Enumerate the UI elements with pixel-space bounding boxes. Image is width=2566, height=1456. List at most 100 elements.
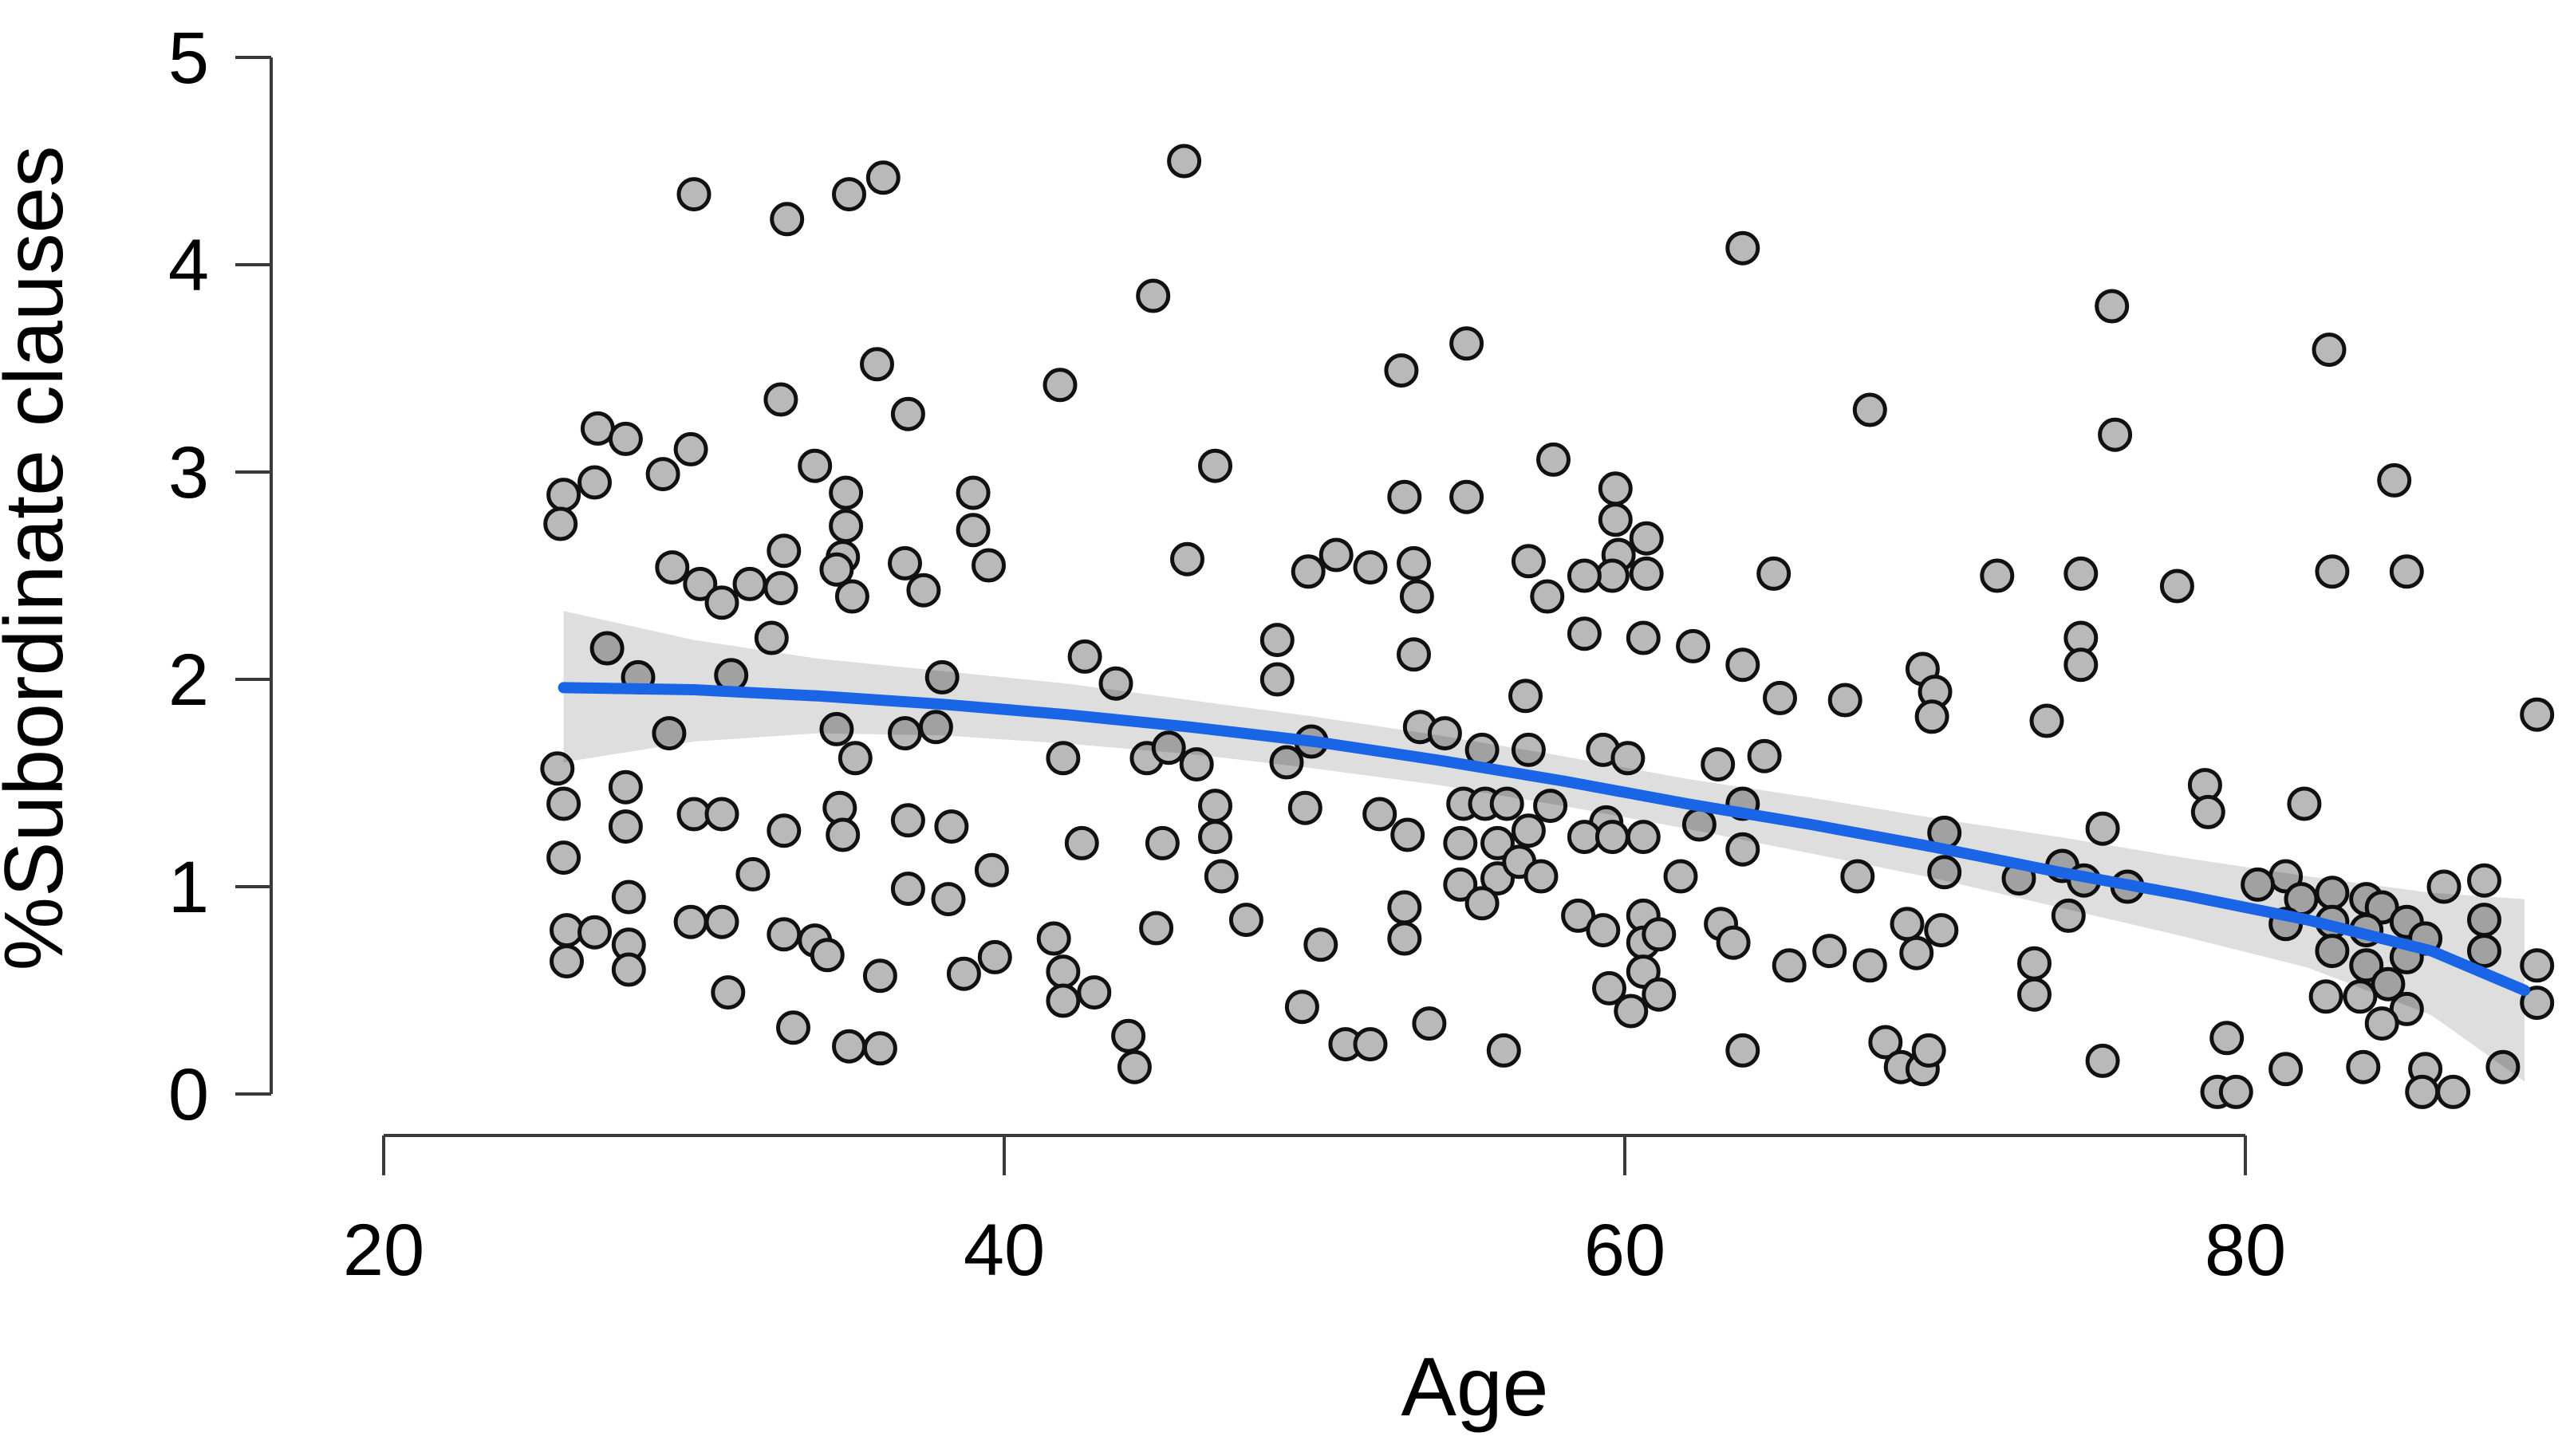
data-point bbox=[1449, 479, 1484, 514]
data-point bbox=[1747, 738, 1782, 773]
data-point bbox=[946, 956, 981, 991]
data-point bbox=[890, 396, 925, 431]
data-point bbox=[1772, 948, 1807, 983]
data-point bbox=[655, 550, 690, 585]
data-point bbox=[1387, 921, 1422, 956]
data-point bbox=[1228, 903, 1263, 938]
data-point bbox=[2159, 569, 2194, 604]
data-point bbox=[1284, 990, 1319, 1025]
y-tick-label: 2 bbox=[168, 639, 209, 721]
data-point bbox=[819, 552, 854, 587]
data-point bbox=[1151, 730, 1186, 765]
data-point bbox=[934, 809, 969, 844]
data-point bbox=[577, 465, 612, 500]
data-point bbox=[704, 585, 739, 620]
data-point bbox=[1594, 558, 1630, 593]
data-point bbox=[1318, 537, 1354, 573]
data-point bbox=[1567, 558, 1602, 593]
x-tick-label: 80 bbox=[2205, 1210, 2286, 1291]
data-point bbox=[2029, 703, 2064, 738]
data-point bbox=[1046, 954, 1081, 990]
data-point bbox=[2190, 794, 2225, 829]
data-point bbox=[1868, 1025, 1903, 1060]
data-point bbox=[1511, 813, 1546, 848]
data-point bbox=[1291, 554, 1326, 589]
data-point bbox=[1610, 741, 1646, 776]
data-point bbox=[1756, 556, 1791, 591]
data-point bbox=[1725, 647, 1760, 683]
data-point bbox=[838, 741, 873, 776]
data-point bbox=[1303, 927, 1338, 962]
data-point bbox=[1642, 977, 1677, 1012]
data-point bbox=[1523, 859, 1559, 894]
data-point bbox=[767, 813, 802, 848]
data-point bbox=[1663, 859, 1698, 894]
data-point bbox=[546, 478, 581, 513]
data-point bbox=[608, 769, 643, 805]
data-point bbox=[763, 571, 798, 606]
data-point bbox=[2063, 556, 2099, 591]
data-point bbox=[1914, 699, 1949, 734]
data-point bbox=[1716, 925, 1751, 960]
data-point bbox=[956, 475, 991, 510]
data-point bbox=[711, 975, 746, 1010]
data-point bbox=[1427, 716, 1462, 751]
data-point bbox=[862, 958, 897, 994]
data-point bbox=[735, 856, 771, 891]
data-point bbox=[977, 939, 1012, 974]
data-point bbox=[2520, 986, 2555, 1021]
data-point bbox=[1827, 683, 1862, 718]
data-point bbox=[673, 904, 708, 939]
data-point bbox=[1536, 442, 1571, 477]
data-point bbox=[865, 160, 901, 195]
data-point bbox=[1533, 789, 1568, 824]
data-point bbox=[2268, 1052, 2304, 1087]
data-point bbox=[862, 1031, 897, 1066]
y-tick-label: 3 bbox=[168, 432, 209, 514]
data-point bbox=[1387, 890, 1422, 925]
data-point bbox=[2467, 934, 2501, 969]
data-point bbox=[2364, 890, 2399, 925]
data-point bbox=[546, 786, 581, 821]
data-point bbox=[2241, 867, 2276, 902]
data-point bbox=[589, 631, 625, 666]
data-point bbox=[2364, 1006, 2399, 1041]
data-point bbox=[1167, 144, 1202, 179]
data-point bbox=[974, 852, 1009, 887]
data-point bbox=[2051, 898, 2086, 933]
data-point bbox=[2218, 1074, 2253, 1109]
data-point bbox=[1111, 1018, 1146, 1053]
data-point bbox=[2209, 1021, 2245, 1056]
data-point bbox=[1594, 820, 1630, 855]
x-tick-label: 20 bbox=[343, 1210, 424, 1291]
data-point bbox=[1064, 825, 1099, 860]
data-point bbox=[834, 579, 869, 614]
data-point bbox=[1614, 994, 1649, 1029]
data-point bbox=[832, 1029, 866, 1064]
data-point bbox=[1170, 541, 1204, 576]
data-point bbox=[1397, 545, 1431, 580]
data-point bbox=[2346, 1049, 2381, 1084]
data-point bbox=[1592, 970, 1626, 1005]
data-point bbox=[1629, 556, 1664, 591]
data-point bbox=[2520, 697, 2555, 732]
data-point bbox=[1725, 832, 1760, 867]
data-point bbox=[1204, 859, 1239, 894]
y-axis-title: %Subordinate clauses bbox=[0, 146, 81, 971]
data-point bbox=[1259, 623, 1295, 658]
data-point bbox=[826, 817, 861, 852]
data-point bbox=[546, 840, 581, 876]
y-tick-label: 1 bbox=[168, 847, 209, 928]
data-point bbox=[1511, 732, 1546, 767]
data-point bbox=[2389, 991, 2424, 1026]
data-point bbox=[1179, 747, 1214, 782]
data-point bbox=[1852, 392, 1887, 427]
data-point bbox=[972, 548, 1006, 583]
data-point bbox=[1353, 550, 1388, 585]
data-point bbox=[1598, 502, 1633, 537]
data-point bbox=[1890, 907, 1925, 942]
data-points-layer bbox=[540, 144, 2555, 1109]
data-point bbox=[798, 448, 833, 483]
data-point bbox=[1067, 639, 1102, 674]
